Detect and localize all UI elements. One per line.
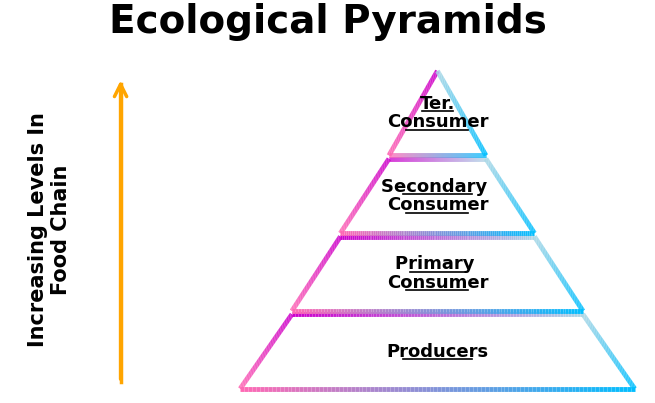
Text: Producers: Producers — [386, 343, 489, 361]
Text: Consumer: Consumer — [386, 114, 488, 131]
Text: Consumer: Consumer — [386, 196, 488, 214]
Text: Secondary: Secondary — [381, 178, 494, 196]
Text: Primary: Primary — [394, 256, 480, 274]
Text: Consumer: Consumer — [386, 274, 488, 292]
Text: Ecological Pyramids: Ecological Pyramids — [109, 2, 546, 41]
Text: Increasing Levels In
Food Chain: Increasing Levels In Food Chain — [28, 112, 71, 347]
Text: Ter.: Ter. — [420, 95, 455, 113]
